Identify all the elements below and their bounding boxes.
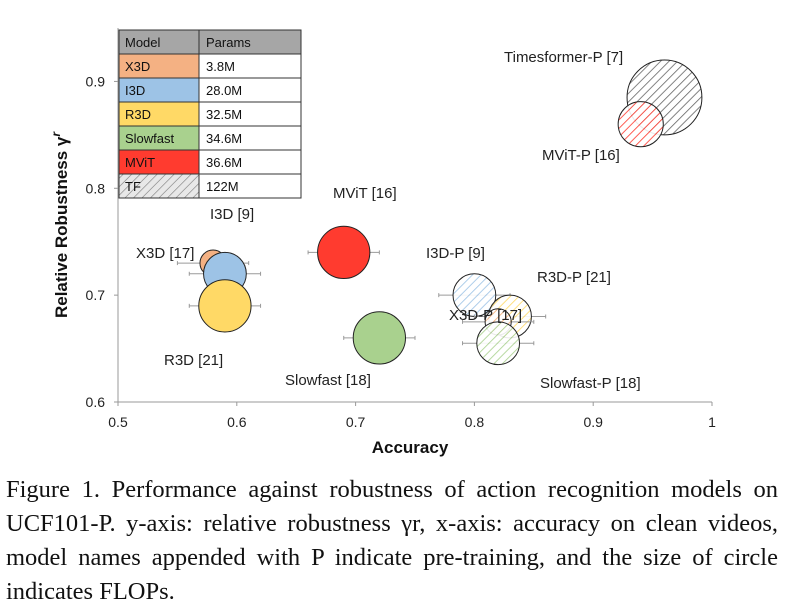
x-tick-label: 1: [708, 414, 716, 430]
y-axis-title-superscript: r: [49, 131, 63, 137]
legend-model-name: I3D: [125, 83, 145, 98]
legend-swatch: [118, 125, 200, 151]
figure-caption: Figure 1. Performance against robustness…: [6, 473, 778, 609]
point-label: X3D-P [17]: [449, 307, 522, 324]
legend-row-mvit: MViT 36.6M: [118, 149, 302, 175]
bubble: [352, 311, 406, 365]
legend-params-value: 3.8M: [206, 59, 235, 74]
point-label: I3D [9]: [210, 206, 254, 223]
bubble: [317, 225, 371, 280]
x-tick-label: 0.5: [108, 414, 128, 430]
legend-model-name: MViT: [125, 155, 155, 170]
labels-layer: X3D [17] I3D [9] R3D [21] MViT [16] Slowfast…: [136, 49, 641, 392]
y-tick-label: 0.9: [86, 73, 106, 89]
legend-row-x3d: X3D 3.8M: [118, 53, 302, 79]
y-tick-label: 0.6: [86, 394, 106, 410]
legend-params-value: 28.0M: [206, 83, 242, 98]
x-tick-label: 0.9: [583, 414, 603, 430]
bubble: [617, 101, 664, 148]
legend-params-value: 34.6M: [206, 131, 242, 146]
point-slowfast-18: [343, 311, 416, 365]
legend-swatch: [118, 53, 200, 79]
point-i3d-p-9: [438, 273, 511, 318]
point-label: MViT-P [16]: [542, 147, 620, 164]
legend-model-name: TF: [125, 179, 141, 194]
points-layer: [176, 59, 703, 366]
legend-model-name: Slowfast: [125, 131, 175, 146]
legend-swatch: [118, 77, 200, 103]
x-axis-title: Accuracy: [372, 438, 449, 457]
legend-header: Model Params: [118, 29, 302, 55]
point-slowfast-p-18: [462, 321, 535, 366]
point-mvit-p-16: [617, 101, 664, 148]
y-tick-label: 0.7: [86, 287, 106, 303]
point-label: X3D [17]: [136, 245, 194, 262]
robustness-chart: X3D [17] I3D [9] R3D [21] MViT [16] Slowfast…: [49, 28, 716, 457]
point-label: I3D-P [9]: [426, 245, 485, 262]
legend-row-r3d: R3D 32.5M: [118, 101, 302, 127]
legend-header-params: Params: [206, 35, 251, 50]
point-mvit-16: [307, 225, 380, 280]
legend-model-name: R3D: [125, 107, 151, 122]
legend-swatch: [118, 149, 200, 175]
legend-params-value: 122M: [206, 179, 239, 194]
legend-params-value: 32.5M: [206, 107, 242, 122]
legend-table: Model Params X3D 3.8M I3D 28.0M R3D 32.5M Slowfa…: [118, 29, 302, 199]
point-label: Slowfast [18]: [285, 372, 371, 389]
legend-header-model: Model: [125, 35, 161, 50]
legend-model-name: X3D: [125, 59, 150, 74]
point-label: Slowfast-P [18]: [540, 375, 641, 392]
legend-params-value: 36.6M: [206, 155, 242, 170]
x-tick-label: 0.6: [227, 414, 247, 430]
legend-swatch: [118, 173, 200, 199]
legend-row-tf: TF 122M: [118, 173, 302, 199]
x-tick-label: 0.8: [465, 414, 485, 430]
bubble: [476, 321, 521, 366]
point-r3d-21: [188, 279, 262, 333]
legend-row-slowfast: Slowfast 34.6M: [118, 125, 302, 151]
point-label: R3D-P [21]: [537, 269, 611, 286]
legend-swatch: [118, 101, 200, 127]
bubble: [198, 279, 252, 333]
x-tick-label: 0.7: [346, 414, 366, 430]
y-axis-title: Relative Robustness γr: [49, 131, 71, 318]
point-label: Timesformer-P [7]: [504, 49, 623, 66]
legend-row-i3d: I3D 28.0M: [118, 77, 302, 103]
y-tick-label: 0.8: [86, 180, 106, 196]
axes-layer: 0.5 0.6 0.7 0.8 0.9 10.60.70.80.9AccuracyRela…: [49, 28, 716, 457]
point-label: R3D [21]: [164, 352, 223, 369]
caption-text: Figure 1. Performance against robustness…: [6, 476, 778, 605]
point-label: MViT [16]: [333, 185, 397, 202]
